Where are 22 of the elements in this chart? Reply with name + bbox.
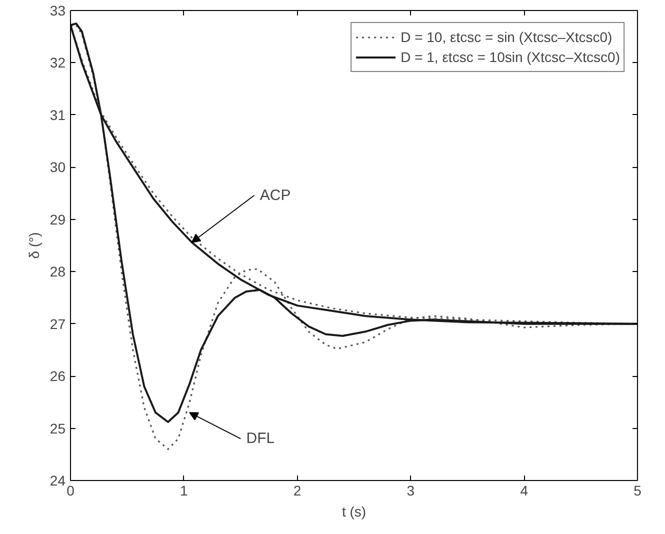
x-tick-label: 3 bbox=[406, 482, 415, 498]
legend-label: D = 1, εtcsc = 10sin (Xtcsc–Xtcsc0) bbox=[400, 49, 620, 65]
y-tick-label: 33 bbox=[50, 2, 66, 18]
x-tick-label: 4 bbox=[520, 482, 528, 498]
x-tick-label: 0 bbox=[66, 482, 75, 498]
y-tick-label: 29 bbox=[50, 211, 66, 228]
x-tick-label: 1 bbox=[180, 482, 188, 498]
y-tick-label: 24 bbox=[50, 472, 66, 488]
x-tick-label: 5 bbox=[634, 482, 642, 498]
y-tick-label: 30 bbox=[50, 159, 66, 176]
x-tick-label: 2 bbox=[293, 482, 302, 498]
x-axis-title: t (s) bbox=[342, 504, 366, 520]
y-tick-label: 32 bbox=[50, 54, 66, 71]
legend-label: D = 10, εtcsc = sin (Xtcsc–Xtcsc0) bbox=[400, 29, 612, 45]
y-tick-label: 31 bbox=[50, 106, 66, 123]
y-tick-label: 27 bbox=[50, 316, 66, 332]
annotation: DFL bbox=[246, 430, 275, 448]
y-tick-label: 25 bbox=[50, 420, 66, 436]
annotation: ACP bbox=[260, 186, 291, 204]
y-tick-label: 26 bbox=[50, 368, 66, 384]
y-axis-title: δ (°) bbox=[26, 232, 42, 259]
y-tick-label: 28 bbox=[50, 264, 66, 280]
